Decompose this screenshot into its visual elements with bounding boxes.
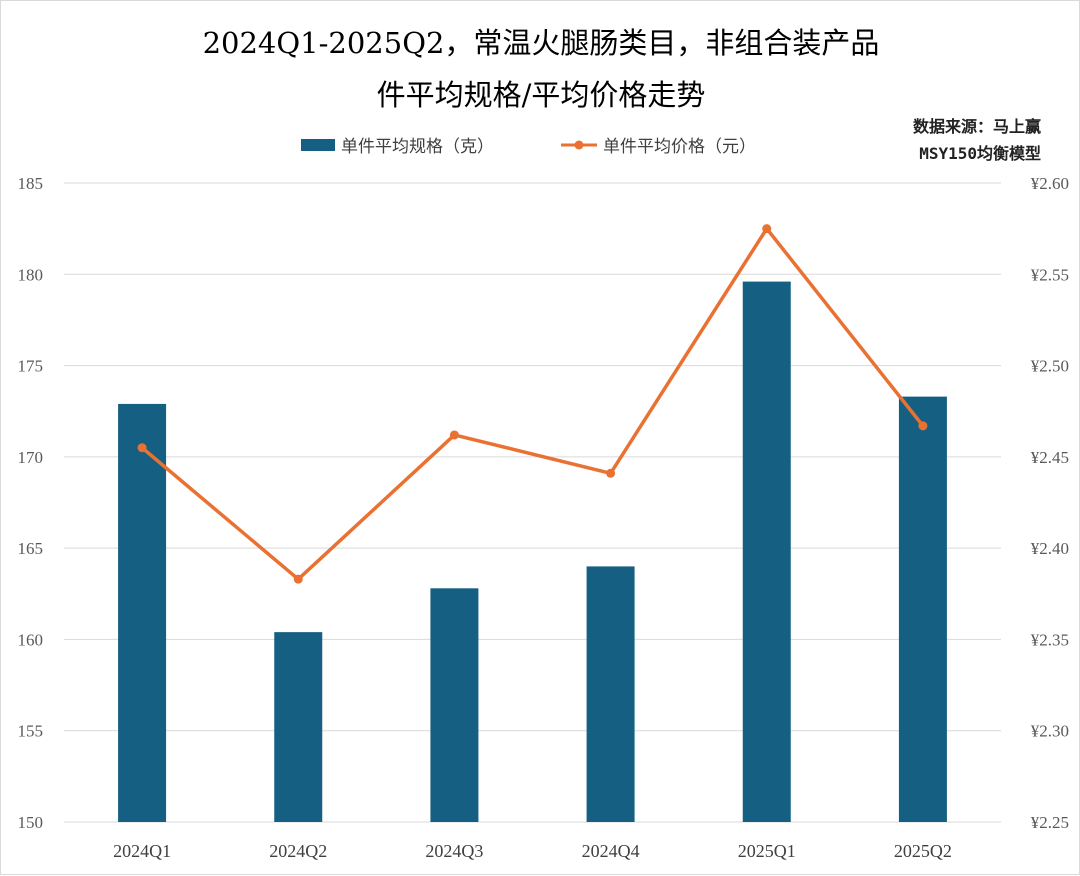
price-line bbox=[140, 226, 925, 581]
right-tick-label: ¥2.55 bbox=[1031, 265, 1069, 284]
x-tick-label: 2024Q2 bbox=[269, 841, 327, 861]
x-tick-label: 2025Q2 bbox=[894, 841, 952, 861]
price-point-2024Q3 bbox=[449, 430, 459, 440]
right-tick-label: ¥2.35 bbox=[1031, 630, 1069, 649]
left-tick-label: 180 bbox=[18, 265, 44, 284]
right-tick-label: ¥2.60 bbox=[1031, 174, 1069, 193]
price-point-2024Q1 bbox=[137, 443, 147, 453]
price-point-2024Q4 bbox=[606, 468, 616, 478]
left-tick-label: 175 bbox=[18, 357, 44, 376]
chart-title-line1: 2024Q1-2025Q2，常温火腿肠类目，非组合装产品 bbox=[203, 26, 880, 60]
bar-2025Q2 bbox=[898, 396, 947, 822]
right-tick-label: ¥2.25 bbox=[1031, 813, 1069, 832]
price-point-2024Q2 bbox=[293, 574, 303, 584]
source-line2: MSY150均衡模型 bbox=[919, 144, 1041, 163]
left-tick-label: 150 bbox=[18, 813, 44, 832]
right-tick-label: ¥2.40 bbox=[1031, 539, 1069, 558]
legend-line-marker bbox=[574, 140, 584, 150]
bar-2024Q1 bbox=[118, 403, 167, 822]
x-tick-label: 2024Q3 bbox=[425, 841, 483, 861]
bar-2024Q4 bbox=[586, 566, 635, 822]
source-line1: 数据来源：马上赢 bbox=[913, 117, 1041, 136]
right-tick-label: ¥2.45 bbox=[1031, 448, 1069, 467]
price-point-2025Q2 bbox=[918, 421, 928, 431]
right-tick-label: ¥2.50 bbox=[1031, 357, 1069, 376]
left-tick-label: 160 bbox=[18, 630, 44, 649]
legend-bar-label: 单件平均规格（克） bbox=[341, 137, 494, 157]
price-point-2025Q1 bbox=[762, 224, 772, 234]
left-tick-label: 185 bbox=[18, 174, 44, 193]
legend-line-label: 单件平均价格（元） bbox=[603, 137, 756, 157]
bar-2024Q2 bbox=[274, 632, 323, 822]
x-tick-label: 2024Q4 bbox=[582, 841, 640, 861]
chart-title-line2: 件平均规格/平均价格走势 bbox=[377, 78, 706, 112]
x-tick-label: 2025Q1 bbox=[738, 841, 796, 861]
left-tick-label: 155 bbox=[18, 722, 44, 741]
x-tick-label: 2024Q1 bbox=[113, 841, 171, 861]
left-tick-label: 165 bbox=[18, 539, 44, 558]
legend-bar-swatch bbox=[301, 139, 335, 151]
bar-2024Q3 bbox=[430, 588, 479, 822]
bar-2025Q1 bbox=[742, 281, 791, 822]
left-tick-label: 170 bbox=[18, 448, 44, 467]
right-tick-label: ¥2.30 bbox=[1031, 722, 1069, 741]
